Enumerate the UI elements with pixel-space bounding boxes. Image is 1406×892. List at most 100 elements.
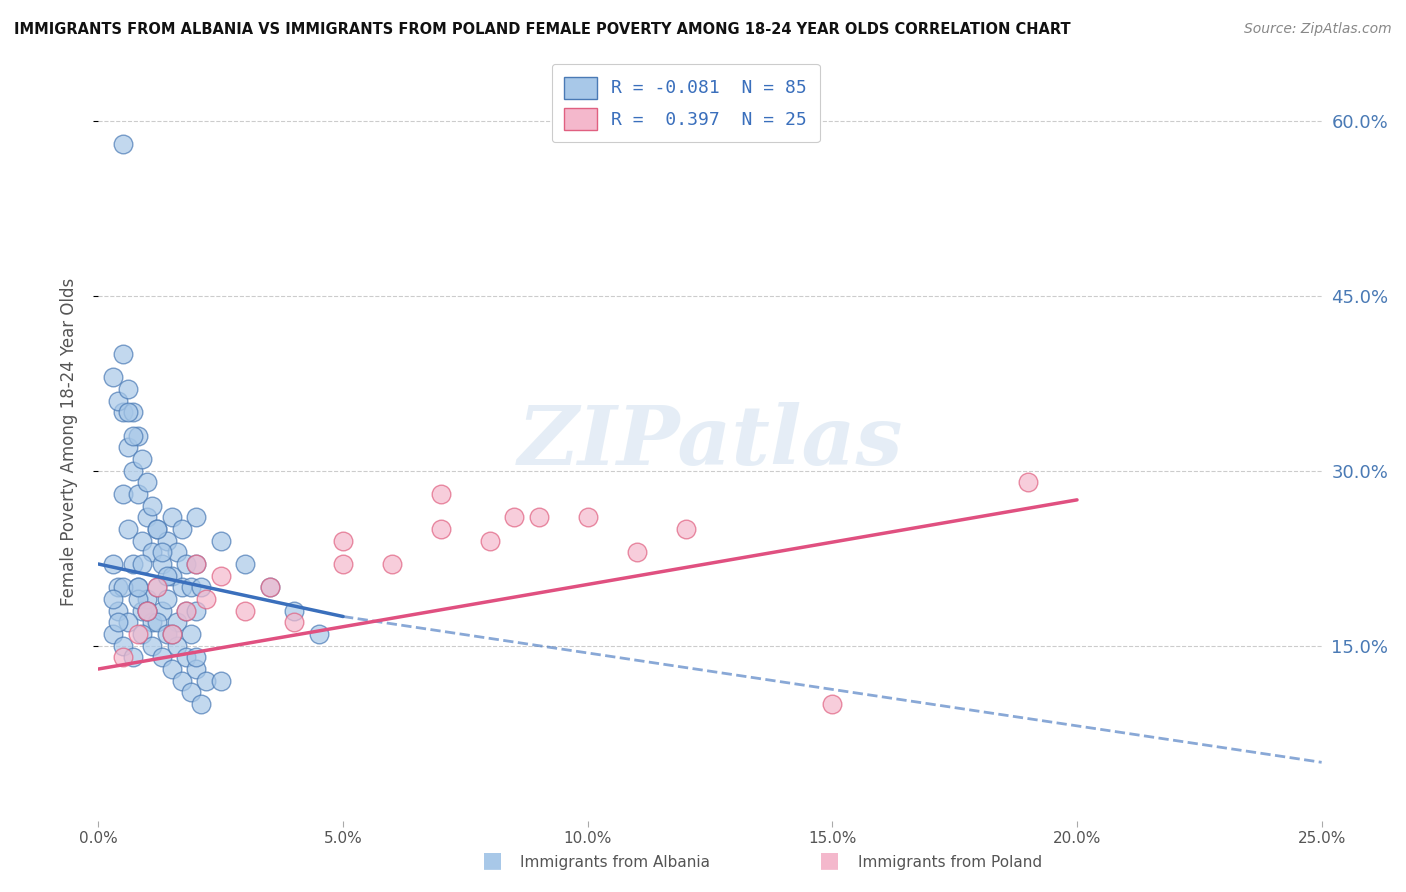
Point: [111, 405, 134, 419]
Point: [166, 615, 188, 630]
Point: [186, 650, 208, 665]
Point: [186, 510, 208, 524]
Point: [170, 580, 193, 594]
Text: ■: ■: [482, 850, 502, 870]
Point: [146, 522, 169, 536]
Point: [117, 441, 139, 455]
Point: [186, 662, 208, 676]
Point: [141, 615, 163, 630]
Point: [180, 627, 202, 641]
Point: [136, 510, 159, 524]
Point: [283, 604, 305, 618]
Text: Immigrants from Poland: Immigrants from Poland: [858, 855, 1042, 870]
Point: [430, 487, 453, 501]
Point: [121, 405, 143, 419]
Point: [127, 592, 149, 607]
Point: [160, 627, 183, 641]
Point: [209, 533, 232, 548]
Point: [111, 487, 134, 501]
Point: [121, 650, 143, 665]
Point: [176, 650, 198, 665]
Text: Immigrants from Albania: Immigrants from Albania: [520, 855, 710, 870]
Point: [150, 545, 173, 559]
Point: [141, 545, 163, 559]
Point: [131, 604, 153, 618]
Point: [146, 615, 169, 630]
Y-axis label: Female Poverty Among 18-24 Year Olds: Female Poverty Among 18-24 Year Olds: [59, 277, 77, 606]
Point: [146, 580, 169, 594]
Point: [527, 510, 550, 524]
Text: IMMIGRANTS FROM ALBANIA VS IMMIGRANTS FROM POLAND FEMALE POVERTY AMONG 18-24 YEA: IMMIGRANTS FROM ALBANIA VS IMMIGRANTS FR…: [14, 22, 1071, 37]
Point: [136, 604, 159, 618]
Point: [166, 545, 188, 559]
Legend: R = -0.081  N = 85, R =  0.397  N = 25: R = -0.081 N = 85, R = 0.397 N = 25: [551, 64, 820, 142]
Point: [136, 604, 159, 618]
Point: [136, 592, 159, 607]
Point: [160, 627, 183, 641]
Point: [146, 580, 169, 594]
Point: [156, 568, 179, 582]
Point: [127, 487, 149, 501]
Point: [111, 580, 134, 594]
Point: [209, 673, 232, 688]
Point: [127, 627, 149, 641]
Point: [156, 592, 179, 607]
Text: ZIPatlas: ZIPatlas: [517, 401, 903, 482]
Text: ■: ■: [820, 850, 839, 870]
Point: [308, 627, 330, 641]
Point: [111, 137, 134, 152]
Point: [180, 580, 202, 594]
Point: [166, 639, 188, 653]
Point: [176, 604, 198, 618]
Point: [1017, 475, 1039, 490]
Point: [190, 697, 212, 711]
Point: [146, 522, 169, 536]
Point: [209, 568, 232, 582]
Point: [259, 580, 281, 594]
Point: [131, 533, 153, 548]
Point: [101, 557, 124, 571]
Point: [170, 522, 193, 536]
Point: [190, 580, 212, 594]
Point: [127, 428, 149, 442]
Point: [176, 557, 198, 571]
Point: [141, 499, 163, 513]
Point: [136, 604, 159, 618]
Point: [160, 568, 183, 582]
Point: [141, 639, 163, 653]
Point: [117, 522, 139, 536]
Point: [626, 545, 648, 559]
Point: [195, 592, 218, 607]
Point: [107, 393, 129, 408]
Point: [101, 627, 124, 641]
Point: [381, 557, 404, 571]
Point: [576, 510, 599, 524]
Point: [111, 639, 134, 653]
Point: [131, 627, 153, 641]
Point: [332, 533, 354, 548]
Point: [170, 673, 193, 688]
Text: Source: ZipAtlas.com: Source: ZipAtlas.com: [1244, 22, 1392, 37]
Point: [111, 347, 134, 361]
Point: [117, 405, 139, 419]
Point: [101, 370, 124, 384]
Point: [233, 604, 256, 618]
Point: [131, 557, 153, 571]
Point: [821, 697, 844, 711]
Point: [186, 604, 208, 618]
Point: [233, 557, 256, 571]
Point: [156, 627, 179, 641]
Point: [127, 580, 149, 594]
Point: [176, 604, 198, 618]
Point: [150, 650, 173, 665]
Point: [150, 604, 173, 618]
Point: [478, 533, 501, 548]
Point: [107, 615, 129, 630]
Point: [283, 615, 305, 630]
Point: [503, 510, 526, 524]
Point: [186, 557, 208, 571]
Point: [117, 382, 139, 396]
Point: [259, 580, 281, 594]
Point: [121, 428, 143, 442]
Point: [160, 662, 183, 676]
